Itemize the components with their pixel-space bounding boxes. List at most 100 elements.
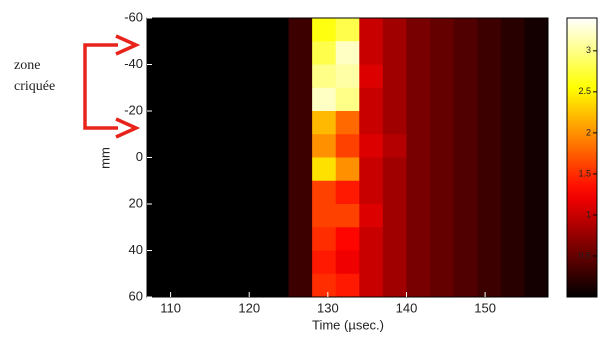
heatmap-cell	[406, 273, 431, 298]
x-tick-label: 140	[396, 300, 418, 315]
heatmap-cell	[194, 204, 219, 228]
heatmap-cell	[382, 64, 407, 89]
heatmap-cell	[288, 87, 313, 112]
heatmap-cell	[288, 64, 313, 89]
heatmap-cell	[524, 18, 549, 42]
heatmap-cell	[500, 180, 525, 205]
heatmap-cell	[335, 180, 360, 205]
heatmap-cell	[500, 87, 525, 112]
heatmap-cell	[453, 111, 478, 135]
heatmap-cell	[147, 157, 172, 182]
heatmap-cell	[194, 64, 219, 89]
colorbar-tick-label: 1	[586, 209, 591, 219]
colorbar-tick-label: 2.5	[578, 86, 591, 96]
heatmap-cell	[500, 273, 525, 298]
heatmap-cell	[382, 157, 407, 182]
heatmap-cell	[359, 273, 384, 298]
heatmap-cell	[477, 134, 502, 158]
heatmap-cell	[170, 87, 195, 112]
heatmap-cell	[170, 134, 195, 158]
heatmap-cell	[477, 250, 502, 275]
heatmap-cell	[524, 87, 549, 112]
heatmap-cell	[359, 204, 384, 228]
heatmap-cell	[524, 41, 549, 65]
heatmap-cell	[500, 157, 525, 182]
heatmap-cell	[147, 180, 172, 205]
heatmap-cell	[524, 111, 549, 135]
heatmap-cell	[335, 41, 360, 65]
heatmap-cell	[147, 64, 172, 89]
heatmap-cell	[264, 111, 290, 135]
heatmap-cell	[288, 180, 313, 205]
heatmap-cell	[194, 180, 219, 205]
heatmap-cell	[500, 41, 525, 65]
heatmap-cell	[477, 87, 502, 112]
heatmap-cell	[217, 134, 242, 158]
heatmap-cell	[430, 18, 455, 42]
heatmap-cell	[382, 87, 407, 112]
heatmap-cell	[500, 18, 525, 42]
heatmap-cell	[170, 64, 195, 89]
heatmap	[147, 18, 549, 298]
heatmap-cell	[241, 87, 266, 112]
heatmap-cell	[241, 18, 266, 42]
heatmap-cell	[335, 273, 360, 298]
heatmap-cell	[477, 227, 502, 251]
heatmap-cell	[382, 204, 407, 228]
heatmap-cell	[359, 111, 384, 135]
heatmap-cell	[406, 227, 431, 251]
heatmap-cell	[453, 250, 478, 275]
heatmap-cell	[312, 87, 337, 112]
heatmap-cell	[241, 64, 266, 89]
heatmap-cell	[382, 41, 407, 65]
heatmap-cell	[288, 111, 313, 135]
heatmap-cell	[312, 273, 337, 298]
heatmap-cell	[312, 227, 337, 251]
heatmap-cell	[477, 273, 502, 298]
heatmap-cell	[288, 204, 313, 228]
heatmap-cell	[524, 157, 549, 182]
heatmap-cell	[382, 111, 407, 135]
heatmap-cell	[382, 180, 407, 205]
colorbar	[566, 17, 598, 298]
heatmap-cell	[524, 227, 549, 251]
y-tick-label: 60	[129, 288, 143, 303]
heatmap-cell	[382, 18, 407, 42]
heatmap-cell	[264, 180, 290, 205]
heatmap-cell	[217, 18, 242, 42]
heatmap-cell	[477, 41, 502, 65]
heatmap-cell	[335, 204, 360, 228]
heatmap-cell	[453, 18, 478, 42]
heatmap-cell	[170, 204, 195, 228]
heatmap-cell	[217, 250, 242, 275]
heatmap-cell	[406, 111, 431, 135]
heatmap-cell	[477, 111, 502, 135]
heatmap-cell	[170, 273, 195, 298]
heatmap-cell	[312, 157, 337, 182]
heatmap-cell	[382, 227, 407, 251]
heatmap-cell	[312, 111, 337, 135]
annotation: criquée	[14, 79, 55, 94]
heatmap-cell	[170, 41, 195, 65]
heatmap-cell	[264, 227, 290, 251]
heatmap-cell	[264, 64, 290, 89]
heatmap-cell	[453, 227, 478, 251]
heatmap-cell	[430, 227, 455, 251]
heatmap-cell	[264, 87, 290, 112]
heatmap-cell	[477, 64, 502, 89]
x-tick-label: 130	[317, 300, 339, 315]
heatmap-cell	[382, 250, 407, 275]
heatmap-cell	[264, 18, 290, 42]
heatmap-cell	[217, 227, 242, 251]
colorbar-tick-label: 3	[586, 45, 591, 55]
heatmap-cell	[453, 157, 478, 182]
heatmap-cell	[453, 134, 478, 158]
heatmap-cell	[147, 273, 172, 298]
heatmap-cell	[406, 87, 431, 112]
heatmap-cell	[217, 41, 242, 65]
y-tick-label: 40	[129, 242, 143, 257]
heatmap-cell	[453, 64, 478, 89]
heatmap-cell	[241, 111, 266, 135]
heatmap-cell	[453, 41, 478, 65]
